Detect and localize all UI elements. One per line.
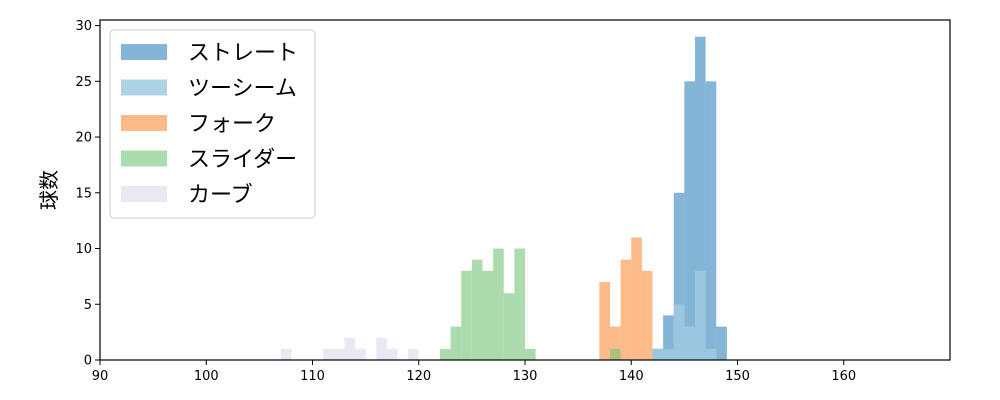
bar-series-3-bin-7 <box>514 248 525 360</box>
y-axis-label: 球数 <box>37 170 61 210</box>
x-tick-label-2: 110 <box>300 369 325 384</box>
bar-series-0-bin-2 <box>673 192 685 360</box>
x-tick-label-3: 120 <box>406 369 431 384</box>
histogram-bars <box>280 36 727 361</box>
bar-series-3-bin-0 <box>440 348 451 360</box>
y-tick-label-0: 0 <box>84 354 92 369</box>
bar-series-2-bin-3 <box>631 237 642 360</box>
y-tick-label-6: 30 <box>75 19 92 34</box>
bar-series-1-bin-5 <box>705 348 717 360</box>
y-tick-label-2: 10 <box>75 242 92 257</box>
y-axis-ticks: 0 5 10 15 20 25 30 <box>75 19 100 369</box>
bar-series-1-bin-2 <box>673 304 685 360</box>
legend-swatch-2 <box>121 115 167 131</box>
bar-series-1-bin-3 <box>684 326 695 360</box>
x-tick-label-6: 150 <box>725 369 750 384</box>
x-tick-label-0: 90 <box>92 369 109 384</box>
bar-series-0-bin-5 <box>705 81 717 361</box>
legend-swatch-1 <box>121 79 167 96</box>
bar-series-2-bin-4 <box>641 270 653 360</box>
x-tick-label-4: 130 <box>513 369 538 384</box>
x-tick-label-7: 160 <box>831 369 856 384</box>
bar-series-3-bin-2 <box>461 270 472 360</box>
legend-label-3: スライダー <box>188 148 297 173</box>
bar-series-2-bin-2 <box>620 259 632 360</box>
y-tick-label-4: 20 <box>75 131 92 146</box>
legend-swatch-3 <box>121 150 167 167</box>
y-tick-label-5: 25 <box>75 75 92 90</box>
bar-series-4-bin-6 <box>386 348 398 360</box>
bar-series-3-bin-6 <box>503 293 515 360</box>
legend-label-0: ストレート <box>188 41 298 66</box>
bar-series-0-bin-3 <box>684 81 695 361</box>
bar-series-2-bin-0 <box>599 281 610 360</box>
x-axis-ticks: 90 100 110 120 130 140 150 160 <box>92 360 856 384</box>
legend-box <box>109 29 316 219</box>
legend-swatch-0 <box>121 44 167 60</box>
bar-series-3-bin-4 <box>482 270 494 360</box>
legend-swatch-4 <box>121 186 167 202</box>
bar-series-3-bin-8 <box>525 348 536 360</box>
bar-series-3-bin-3 <box>471 259 483 360</box>
bar-series-4-bin-1 <box>323 348 334 360</box>
bar-series-3-bin-5 <box>493 248 504 360</box>
bar-series-3-bin-1 <box>450 326 462 360</box>
bar-series-4-bin-4 <box>355 348 366 360</box>
y-tick-label-1: 5 <box>84 298 92 313</box>
bar-series-4-bin-3 <box>344 337 355 360</box>
legend-label-4: カーブ <box>188 183 253 208</box>
bar-series-4-bin-0 <box>280 348 292 360</box>
bar-series-0-bin-4 <box>695 36 706 360</box>
bar-series-2-bin-1 <box>610 326 621 360</box>
legend-label-2: フォーク <box>188 112 276 137</box>
bar-series-3-bin-9 <box>610 348 621 360</box>
bar-series-4-bin-7 <box>408 348 419 360</box>
bar-series-1-bin-4 <box>695 270 706 360</box>
y-tick-label-3: 15 <box>75 186 92 201</box>
bar-series-1-bin-1 <box>663 348 674 360</box>
x-tick-label-5: 140 <box>619 369 644 384</box>
bar-series-0-bin-6 <box>716 326 727 360</box>
bar-series-0-bin-1 <box>663 315 674 360</box>
bar-series-1-bin-0 <box>652 348 664 360</box>
x-tick-label-1: 100 <box>194 369 219 384</box>
legend-label-1: ツーシーム <box>188 77 297 102</box>
bar-series-4-bin-5 <box>376 337 387 360</box>
bar-series-4-bin-2 <box>333 348 345 360</box>
